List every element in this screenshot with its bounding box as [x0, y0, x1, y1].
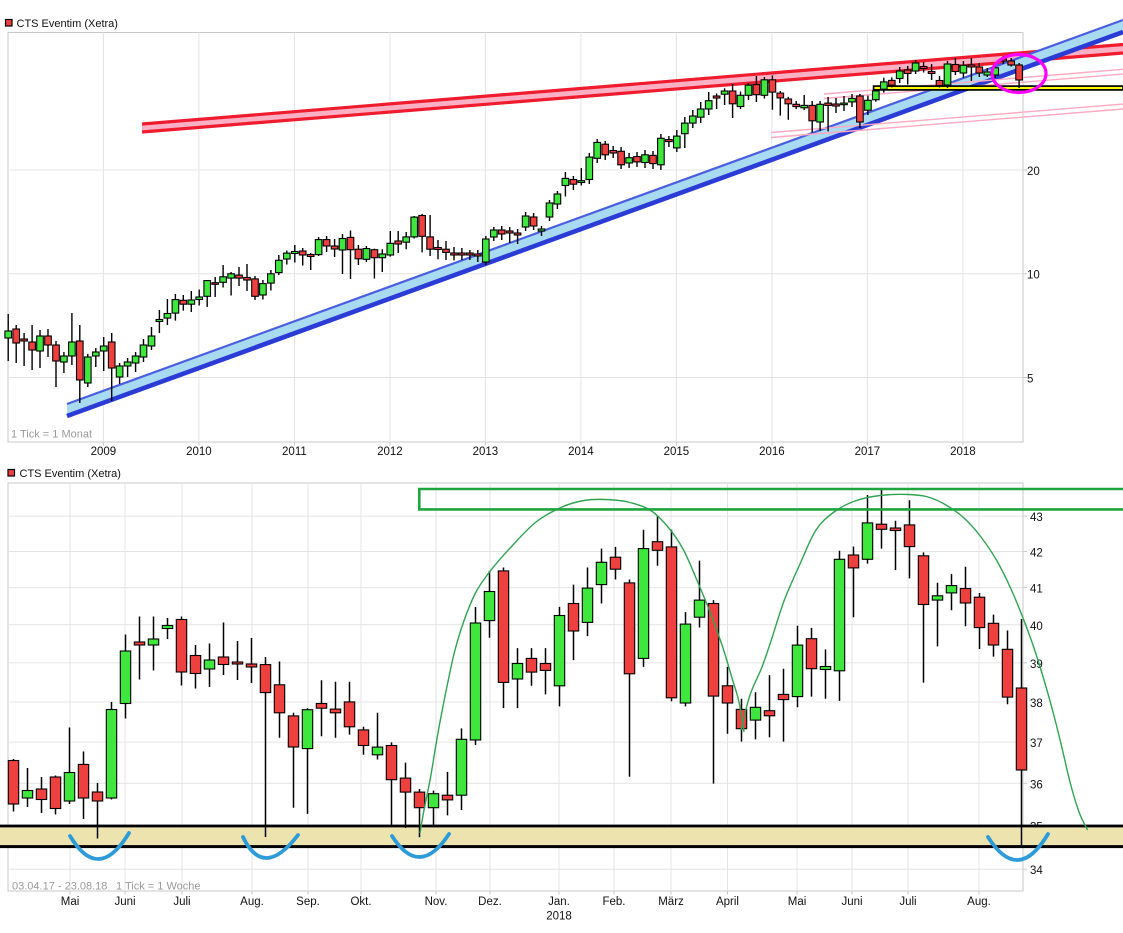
- svg-text:2016: 2016: [759, 446, 785, 458]
- svg-text:37: 37: [1030, 738, 1043, 750]
- svg-text:Juli: Juli: [173, 896, 190, 908]
- svg-text:Juni: Juni: [114, 896, 135, 908]
- svg-text:5: 5: [1027, 374, 1033, 386]
- svg-text:Okt.: Okt.: [350, 896, 371, 908]
- svg-text:Mai: Mai: [788, 896, 807, 908]
- svg-text:41: 41: [1030, 584, 1043, 596]
- svg-text:Feb.: Feb.: [602, 896, 625, 908]
- svg-text:38: 38: [1030, 698, 1043, 710]
- svg-text:Juli: Juli: [899, 896, 916, 908]
- svg-text:43: 43: [1030, 512, 1043, 524]
- svg-text:10: 10: [1027, 270, 1040, 282]
- svg-text:April: April: [716, 896, 739, 908]
- svg-text:Mai: Mai: [61, 896, 80, 908]
- svg-text:Dez.: Dez.: [478, 896, 502, 908]
- svg-text:Jan.: Jan.: [548, 896, 570, 908]
- svg-text:42: 42: [1030, 548, 1043, 560]
- svg-text:CTS Eventim (Xetra): CTS Eventim (Xetra): [20, 468, 121, 480]
- svg-text:2018: 2018: [950, 446, 976, 458]
- svg-text:Aug.: Aug.: [240, 896, 264, 908]
- svg-text:2014: 2014: [568, 446, 594, 458]
- svg-text:CTS Eventim (Xetra): CTS Eventim (Xetra): [17, 18, 118, 30]
- svg-text:Juni: Juni: [841, 896, 862, 908]
- svg-text:20: 20: [1027, 166, 1040, 178]
- svg-text:2009: 2009: [91, 446, 117, 458]
- svg-text:März: März: [658, 896, 684, 908]
- svg-text:34: 34: [1030, 865, 1043, 877]
- svg-text:Sep.: Sep.: [296, 896, 320, 908]
- svg-text:2015: 2015: [664, 446, 690, 458]
- svg-text:1 Tick = 1 Woche: 1 Tick = 1 Woche: [116, 880, 200, 892]
- svg-text:2013: 2013: [473, 446, 499, 458]
- svg-text:40: 40: [1030, 621, 1043, 633]
- svg-text:2018: 2018: [546, 911, 572, 923]
- svg-text:Nov.: Nov.: [425, 896, 448, 908]
- svg-text:03.04.17 - 23.08.18: 03.04.17 - 23.08.18: [12, 880, 107, 892]
- svg-text:Aug.: Aug.: [967, 896, 991, 908]
- svg-text:36: 36: [1030, 779, 1043, 791]
- svg-text:2010: 2010: [186, 446, 212, 458]
- svg-text:2017: 2017: [855, 446, 881, 458]
- svg-text:1 Tick = 1 Monat: 1 Tick = 1 Monat: [11, 429, 92, 441]
- svg-text:2011: 2011: [282, 446, 307, 458]
- svg-text:39: 39: [1030, 659, 1043, 671]
- svg-text:2012: 2012: [377, 446, 403, 458]
